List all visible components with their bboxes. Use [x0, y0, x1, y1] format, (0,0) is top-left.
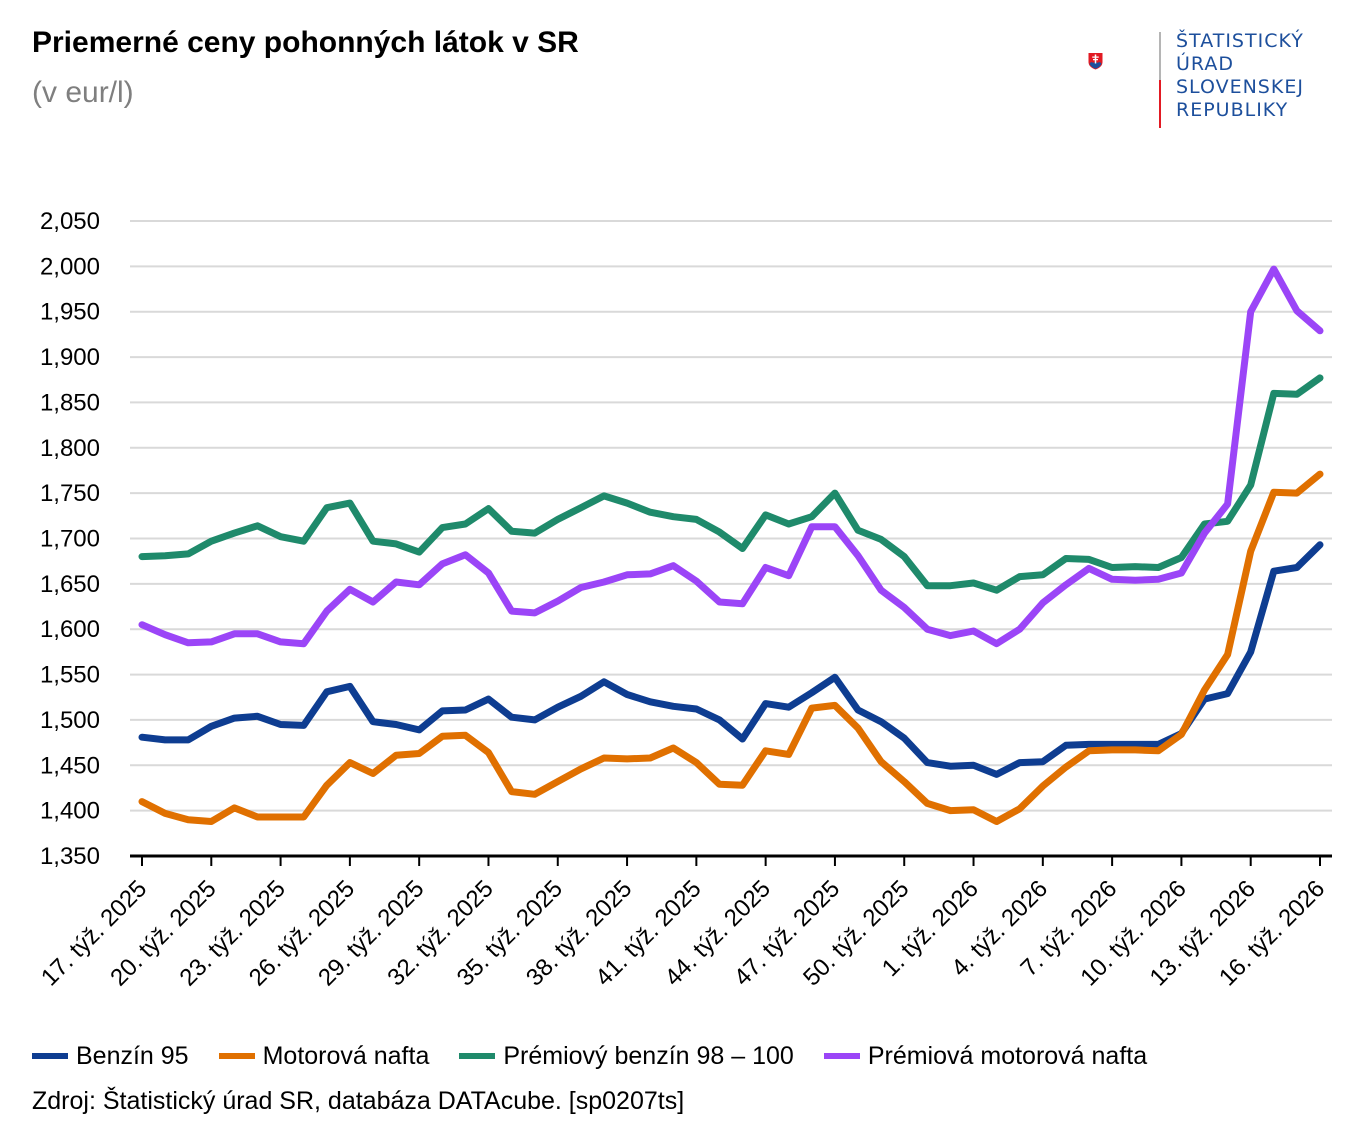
logo-line-2: ÚRAD — [1176, 53, 1234, 75]
legend-item-motorova-nafta: Motorová nafta — [218, 1041, 430, 1071]
legend-item-benzin-95: Benzín 95 — [32, 1042, 189, 1071]
y-tick-label: 1,500 — [40, 707, 100, 734]
y-tick-label: 1,400 — [40, 798, 100, 825]
y-tick-label: 1,950 — [40, 299, 100, 326]
legend-swatch — [32, 1053, 68, 1059]
y-tick-label: 1,800 — [40, 435, 100, 462]
y-tick-label: 1,600 — [40, 616, 100, 643]
y-tick-label: 1,700 — [40, 526, 100, 553]
series-line-1 — [138, 470, 1324, 825]
legend-label: Prémiová motorová nafta — [867, 1041, 1148, 1070]
legend-item-premiova-nafta: Prémiová motorová nafta — [823, 1041, 1148, 1071]
chart-subtitle: (v eur/l) — [32, 76, 134, 109]
logo-wordmark: ŠTATISTICKÝ ÚRAD SLOVENSKEJ REPUBLIKY — [1176, 30, 1304, 122]
logo-divider-accent — [1159, 80, 1161, 128]
series-line-2 — [138, 374, 1324, 594]
hills-shape — [1089, 61, 1102, 69]
legend-label: Prémiový benzín 98 – 100 — [503, 1041, 794, 1070]
y-tick-label: 1,450 — [40, 752, 100, 779]
y-tick-label: 1,350 — [40, 843, 100, 870]
legend-label: Benzín 95 — [76, 1041, 189, 1070]
legend-swatch — [823, 1053, 860, 1059]
series-line-3 — [138, 265, 1324, 648]
y-tick-label: 1,900 — [40, 344, 100, 371]
legend-swatch — [459, 1053, 496, 1059]
legend-label: Motorová nafta — [262, 1041, 430, 1070]
legend-swatch — [218, 1053, 255, 1059]
y-tick-label: 2,050 — [40, 208, 100, 235]
coat-of-arms-logo — [1088, 53, 1103, 70]
legend: Benzín 95 Motorová nafta Prémiový benzín… — [32, 1040, 1177, 1072]
legend-item-premiovy-benzin: Prémiový benzín 98 – 100 — [459, 1041, 794, 1071]
logo-line-1: ŠTATISTICKÝ — [1176, 30, 1304, 52]
chart-title: Priemerné ceny pohonných látok v SR — [32, 26, 579, 59]
logo-line-4: REPUBLIKY — [1176, 99, 1289, 121]
y-tick-label: 1,550 — [40, 662, 100, 689]
y-tick-label: 1,850 — [40, 389, 100, 416]
logo-line-3: SLOVENSKEJ — [1176, 76, 1304, 98]
y-tick-label: 2,000 — [40, 253, 100, 280]
y-tick-label: 1,650 — [40, 571, 100, 598]
source-note: Zdroj: Štatistický úrad SR, databáza DAT… — [32, 1087, 685, 1115]
line-chart: 1,350 1,400 1,450 1,500 1,550 1,600 1,650 1,700… — [36, 208, 1332, 991]
y-tick-label: 1,750 — [40, 480, 100, 507]
series-line-0 — [138, 541, 1324, 778]
